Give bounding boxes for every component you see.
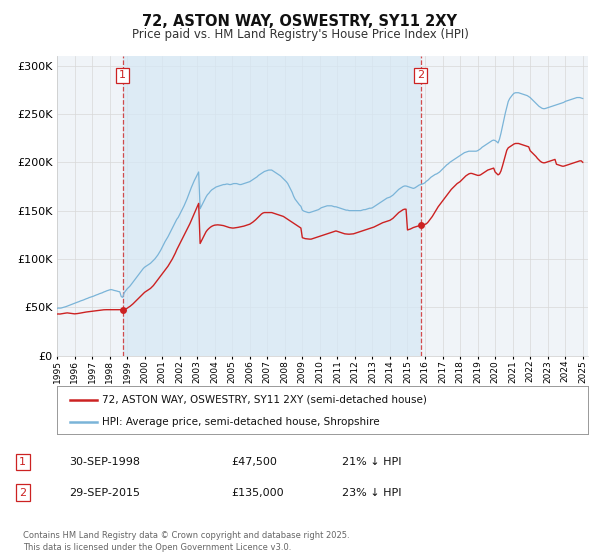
Text: HPI: Average price, semi-detached house, Shropshire: HPI: Average price, semi-detached house,… [102,417,380,427]
Bar [123,56,421,356]
Text: £47,500: £47,500 [231,457,277,467]
Text: 72, ASTON WAY, OSWESTRY, SY11 2XY (semi-detached house): 72, ASTON WAY, OSWESTRY, SY11 2XY (semi-… [102,395,427,405]
Text: 1: 1 [119,71,126,81]
Text: 29-SEP-2015: 29-SEP-2015 [69,488,140,498]
Text: 2: 2 [417,71,424,81]
Text: 1: 1 [19,457,26,467]
Text: 72, ASTON WAY, OSWESTRY, SY11 2XY: 72, ASTON WAY, OSWESTRY, SY11 2XY [143,14,458,29]
Text: Contains HM Land Registry data © Crown copyright and database right 2025.
This d: Contains HM Land Registry data © Crown c… [23,531,349,552]
Text: 23% ↓ HPI: 23% ↓ HPI [342,488,401,498]
Text: £135,000: £135,000 [231,488,284,498]
Text: 21% ↓ HPI: 21% ↓ HPI [342,457,401,467]
Text: 2: 2 [19,488,26,498]
Text: Price paid vs. HM Land Registry's House Price Index (HPI): Price paid vs. HM Land Registry's House … [131,28,469,41]
Text: 30-SEP-1998: 30-SEP-1998 [69,457,140,467]
